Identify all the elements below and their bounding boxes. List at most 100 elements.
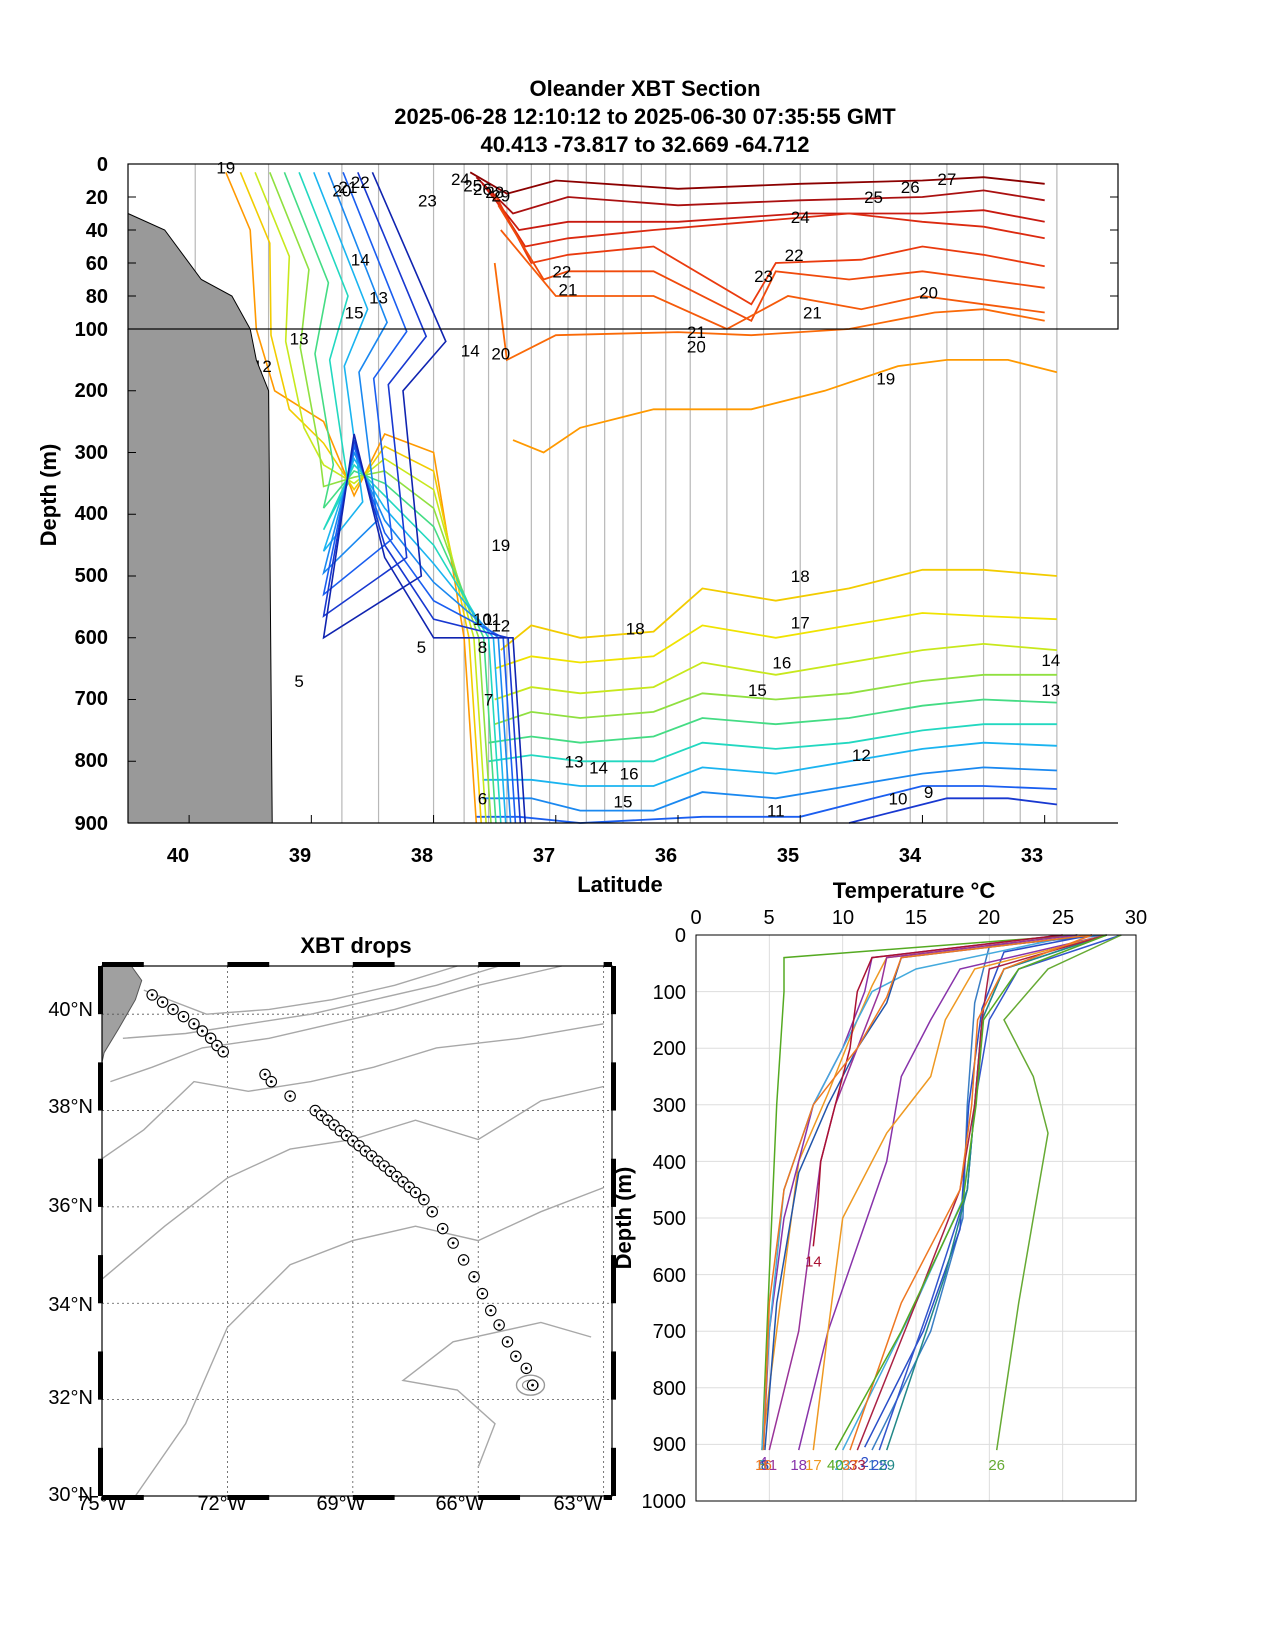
contour-label: 21: [803, 304, 822, 323]
drop-marker-dot: [263, 1073, 267, 1076]
upper-axes-box: [127, 163, 1119, 330]
frame-band: [98, 966, 103, 1015]
map-panel: XBT drops 75°W 72°W 69°W 66°W 63°W 30°N …: [48, 933, 616, 1515]
section-y-ticks: 0 20 40 60 80 100 200 300 400 500 600 70…: [75, 154, 108, 835]
contour-label: 10: [473, 610, 492, 629]
contour-18: [500, 568, 1057, 651]
temp-tick: 20: [978, 907, 1000, 929]
drop-markers: [146, 989, 539, 1391]
shelf-contour: [239, 171, 482, 824]
contour-label: 6: [478, 789, 487, 808]
section-title-line-3: 40.413 -73.817 to 32.669 -64.712: [480, 132, 809, 157]
contour-label: 19: [876, 369, 895, 388]
x-tick: 35: [777, 845, 799, 867]
profile-8: [764, 934, 1093, 1451]
drop-marker-dot: [357, 1144, 361, 1148]
frame-band: [611, 1158, 616, 1207]
depth-tick: 600: [653, 1265, 686, 1287]
drop-marker-dot: [389, 1169, 392, 1173]
contour-label: 13: [565, 752, 584, 771]
contour-19: [512, 359, 1058, 454]
frame-band: [227, 1495, 270, 1500]
frame-band: [102, 962, 144, 967]
depth-tick: 1000: [642, 1491, 687, 1513]
temp-tick: 30: [1125, 907, 1147, 929]
drop-marker-dot: [395, 1175, 399, 1178]
lat-tick: 40°N: [48, 999, 93, 1021]
section-y-label: Depth (m): [36, 444, 61, 547]
drop-marker-dot: [200, 1029, 204, 1033]
x-tick: 38: [411, 845, 433, 867]
contour-23: [493, 193, 1045, 306]
contour-label: 25: [463, 176, 482, 195]
contour-label: 21: [687, 323, 706, 342]
seafloor-shape: [127, 212, 273, 824]
drop-marker-dot: [531, 1383, 534, 1387]
temp-tick: 25: [1052, 907, 1074, 929]
profile-label: 2: [860, 1454, 868, 1471]
drop-marker-dot: [161, 1000, 165, 1004]
contour-label: 29: [491, 186, 510, 205]
contour-label: 26: [901, 178, 920, 197]
frame-band: [352, 1495, 395, 1500]
contour-labels: 1920212223242526282927262524232221202221…: [216, 158, 1060, 820]
contour-14: [488, 698, 1057, 744]
lat-tick: 36°N: [48, 1195, 93, 1217]
contour-label: 15: [748, 681, 767, 700]
profile-label: 14: [805, 1253, 822, 1270]
contour-label: 14: [589, 758, 608, 777]
isobath: [401, 1321, 592, 1468]
contour-12: [482, 741, 1057, 787]
lon-tick: 66°W: [435, 1493, 484, 1515]
drop-marker-dot: [481, 1292, 484, 1296]
profile-label: 11: [762, 1457, 778, 1474]
contour-label: 9: [924, 783, 933, 802]
frame-band: [227, 962, 270, 967]
drop-marker-dot: [320, 1113, 323, 1117]
drop-marker-dot: [370, 1154, 374, 1158]
temp-tick: 0: [690, 907, 701, 929]
depth-tick: 500: [653, 1208, 686, 1230]
contour-label: 16: [620, 765, 639, 784]
contour-label: 20: [491, 345, 510, 364]
contour-26: [475, 176, 1045, 215]
x-tick: 34: [899, 845, 922, 867]
contour-17: [494, 612, 1057, 670]
contour-lines: [225, 171, 1058, 824]
y-tick: 40: [86, 220, 108, 242]
profile-label: 22: [834, 1457, 851, 1474]
drop-marker-dot: [326, 1118, 330, 1122]
y-tick: 400: [75, 503, 108, 525]
contour-label: 12: [491, 616, 510, 635]
drop-marker-dot: [430, 1210, 434, 1214]
contour-label: 5: [294, 672, 303, 691]
lat-tick: 30°N: [48, 1484, 93, 1506]
profile-3: [761, 934, 1078, 1451]
profile-label: 3: [758, 1457, 766, 1474]
contour-label: 14: [351, 251, 370, 270]
contour-label: 14: [1041, 651, 1060, 670]
bermuda-seamount: [515, 1374, 546, 1396]
profile-x-label-text: Temperature °C: [833, 878, 996, 903]
drop-marker-dot: [441, 1227, 445, 1230]
frame-band: [98, 1447, 103, 1496]
contour-label: 20: [919, 284, 938, 303]
contour-21: [500, 229, 1045, 331]
frame-band: [102, 1495, 144, 1500]
station-lines: [194, 164, 1058, 823]
shelf-contour: [298, 172, 502, 824]
isobath: [134, 1186, 604, 1497]
y-tick: 700: [75, 688, 108, 710]
lat-tick: 38°N: [48, 1096, 93, 1118]
profile-29: [885, 934, 1107, 1451]
map-frame: [98, 962, 616, 1500]
lon-tick: 63°W: [553, 1493, 602, 1515]
profile-grid: [696, 935, 1136, 1501]
profile-40: [834, 934, 1107, 1451]
drop-marker-dot: [332, 1123, 336, 1127]
profile-37: [849, 934, 1093, 1451]
drop-marker-dot: [288, 1094, 292, 1098]
profile-label: 6: [758, 1457, 766, 1474]
contour-label: 7: [484, 691, 493, 710]
